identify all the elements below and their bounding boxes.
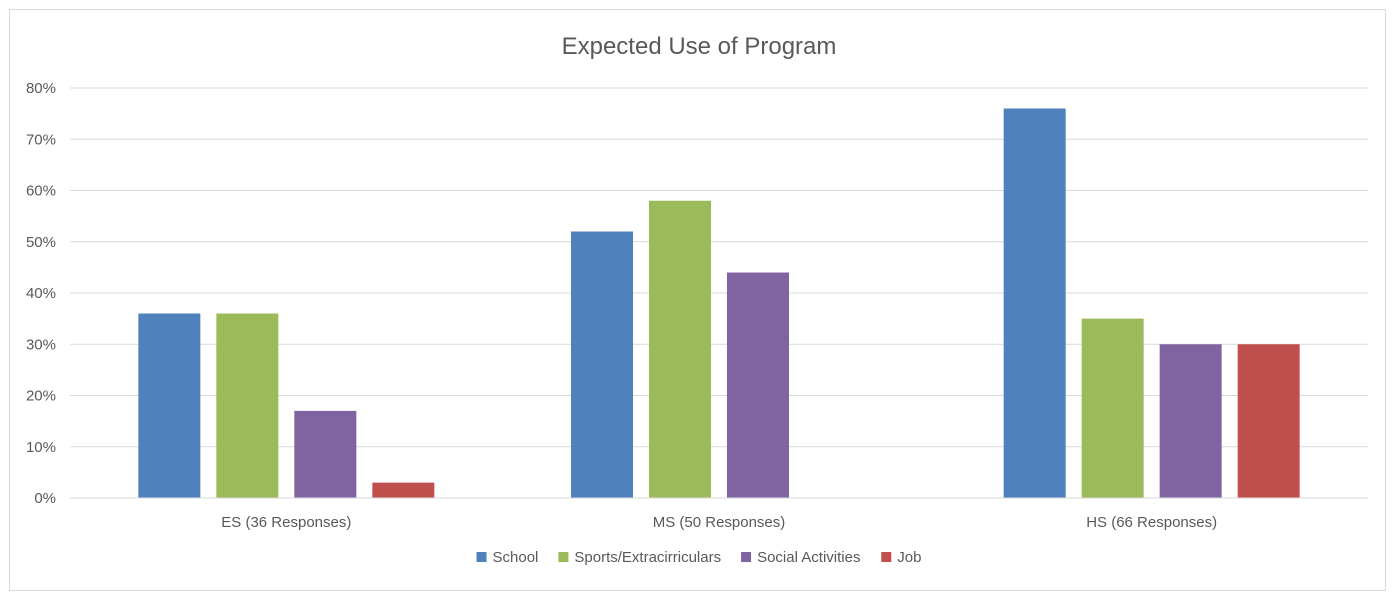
y-tick-label: 60%: [26, 183, 56, 200]
bar: [216, 313, 279, 498]
y-tick-label: 80%: [26, 80, 56, 97]
bar: [1081, 318, 1144, 498]
bar: [294, 410, 357, 498]
bar: [571, 231, 633, 498]
bar: [138, 313, 201, 498]
x-tick-label: HS (66 Responses): [1086, 514, 1217, 531]
bars: [138, 108, 1300, 498]
legend-swatch: [558, 552, 569, 562]
legend-label: Sports/Extracirriculars: [574, 549, 721, 566]
legend-label: Job: [897, 549, 921, 566]
bar: [1159, 344, 1222, 498]
x-tick-label: MS (50 Responses): [653, 514, 786, 531]
y-tick-label: 20%: [26, 388, 56, 405]
y-axis-ticks: 0% 10% 20% 30% 40% 50% 60% 70% 80%: [26, 80, 56, 507]
legend: School Sports/Extracirriculars Social Acti…: [476, 549, 921, 566]
y-tick-label: 40%: [26, 285, 56, 302]
chart-title: Expected Use of Program: [562, 33, 837, 60]
legend-swatch: [741, 552, 752, 562]
legend-swatch: [476, 552, 487, 562]
bar: [727, 272, 789, 498]
bar: [1237, 344, 1300, 498]
legend-label: Social Activities: [757, 549, 860, 566]
x-tick-label: ES (36 Responses): [221, 514, 351, 531]
bar: [372, 482, 435, 498]
gridlines: [70, 87, 1368, 448]
bar: [649, 200, 711, 498]
y-tick-label: 30%: [26, 336, 56, 353]
legend-label: School: [493, 549, 539, 566]
bar: [1003, 108, 1066, 498]
x-axis-ticks: ES (36 Responses) MS (50 Responses) HS (66…: [221, 514, 1217, 531]
y-tick-label: 70%: [26, 131, 56, 148]
y-tick-label: 0%: [34, 490, 56, 507]
y-tick-label: 50%: [26, 234, 56, 251]
y-tick-label: 10%: [26, 439, 56, 456]
legend-swatch: [881, 552, 892, 562]
